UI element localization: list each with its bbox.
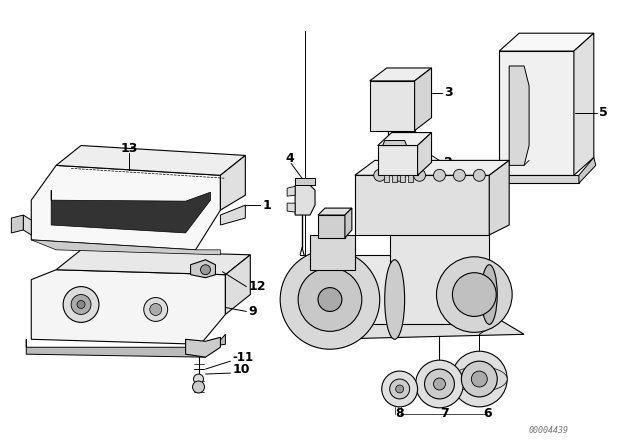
Circle shape [280,250,380,349]
Circle shape [471,371,487,387]
Circle shape [451,351,507,407]
Polygon shape [415,68,431,130]
Polygon shape [220,205,245,225]
Polygon shape [370,68,431,81]
Circle shape [453,169,465,181]
Polygon shape [295,178,315,185]
Text: 12: 12 [248,280,266,293]
Polygon shape [287,186,295,196]
Polygon shape [51,190,211,233]
Polygon shape [370,81,415,130]
Circle shape [144,297,168,321]
Ellipse shape [481,265,497,324]
Text: -11: -11 [232,351,253,364]
Circle shape [413,169,426,181]
Circle shape [452,273,496,316]
Polygon shape [23,215,31,235]
Polygon shape [399,175,404,182]
Text: 10: 10 [232,362,250,375]
Text: 8: 8 [396,407,404,420]
Polygon shape [509,66,529,165]
Text: 6: 6 [483,407,492,420]
Polygon shape [417,133,431,175]
Text: 5: 5 [599,106,607,119]
Polygon shape [26,334,225,357]
Circle shape [193,374,204,384]
Polygon shape [56,250,250,275]
Polygon shape [384,175,388,182]
Polygon shape [499,51,574,175]
Circle shape [374,169,386,181]
Circle shape [433,378,445,390]
Circle shape [200,265,211,275]
Polygon shape [390,230,489,324]
Text: 9: 9 [248,305,257,318]
Circle shape [394,169,406,181]
Polygon shape [31,270,225,344]
Polygon shape [300,319,524,339]
Text: 3: 3 [444,86,453,99]
Polygon shape [494,175,579,183]
Polygon shape [355,160,509,175]
Circle shape [193,381,205,393]
Polygon shape [489,160,509,235]
Polygon shape [378,133,431,146]
Circle shape [390,379,410,399]
Text: 4: 4 [285,152,294,165]
Circle shape [77,301,85,309]
Circle shape [474,169,485,181]
Polygon shape [31,165,220,250]
Polygon shape [408,175,413,182]
Circle shape [433,169,445,181]
Polygon shape [574,33,594,175]
Polygon shape [392,175,397,182]
Circle shape [63,287,99,323]
Polygon shape [579,157,596,183]
Polygon shape [287,203,295,212]
Polygon shape [220,155,245,210]
Polygon shape [295,185,315,215]
Polygon shape [186,337,220,357]
Circle shape [150,303,162,315]
Text: 7: 7 [440,407,449,420]
Circle shape [71,294,91,314]
Circle shape [461,361,497,397]
Polygon shape [310,255,395,324]
Polygon shape [345,208,352,238]
Polygon shape [355,175,489,235]
Circle shape [415,360,463,408]
Text: 2: 2 [444,156,453,169]
Polygon shape [12,215,23,233]
Polygon shape [499,33,594,51]
Ellipse shape [451,366,507,392]
Text: 00004439: 00004439 [529,426,569,435]
Circle shape [396,385,404,393]
Circle shape [298,268,362,332]
Circle shape [381,371,417,407]
Text: 1: 1 [262,198,271,211]
Text: 13: 13 [120,142,138,155]
Polygon shape [191,260,216,278]
Polygon shape [56,146,245,175]
Polygon shape [318,215,345,238]
Polygon shape [383,141,406,146]
Polygon shape [310,235,355,270]
Polygon shape [318,208,352,215]
Ellipse shape [385,260,404,339]
Circle shape [318,288,342,311]
Polygon shape [31,240,220,255]
Circle shape [424,369,454,399]
Circle shape [436,257,512,332]
Polygon shape [225,255,250,314]
Polygon shape [378,146,417,175]
